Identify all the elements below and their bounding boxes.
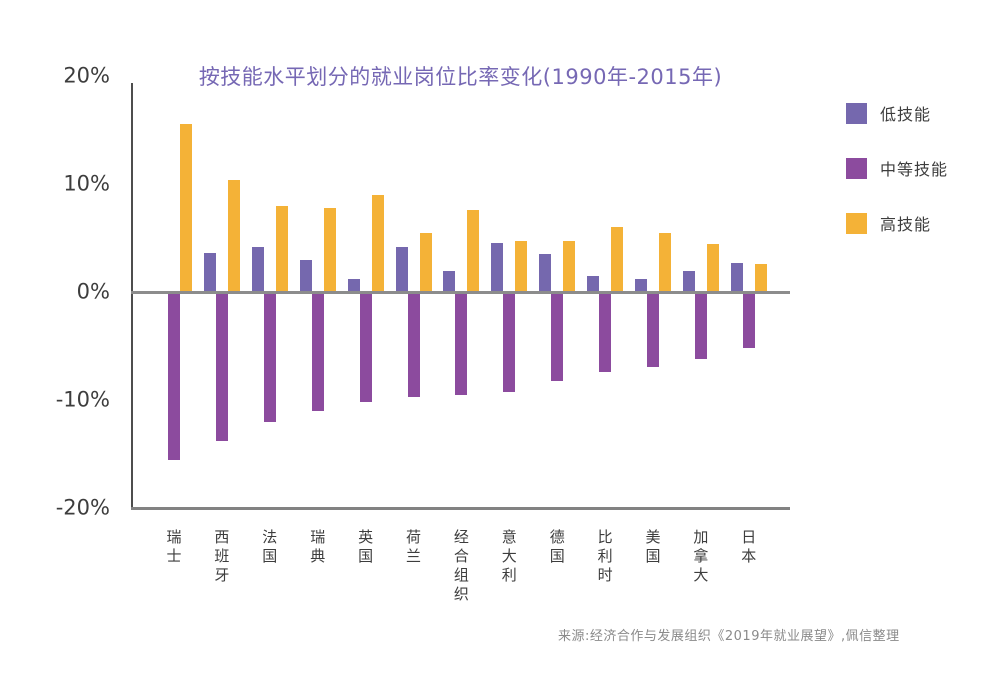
- bar-low-skill-belgium: [587, 275, 600, 292]
- legend-item-high-skill: 高技能: [846, 211, 948, 235]
- bar-high-skill-france: [275, 205, 288, 292]
- bar-medium-skill-sweden: [311, 292, 324, 411]
- bar-low-skill-oecd: [443, 271, 456, 292]
- x-axis-label-belgium: 比利时: [595, 529, 614, 586]
- legend-swatch-low-skill: [846, 102, 867, 124]
- x-axis-bottom-line: [131, 506, 790, 510]
- bar-low-skill-japan: [730, 262, 743, 292]
- bar-medium-skill-italy: [503, 292, 516, 393]
- bar-medium-skill-switzerland: [168, 292, 180, 461]
- legend-item-low-skill: 低技能: [846, 101, 948, 125]
- bar-medium-skill-netherlands: [407, 292, 420, 397]
- bar-high-skill-switzerland: [180, 123, 192, 292]
- x-axis-label-spain: 西班牙: [212, 529, 231, 586]
- bar-medium-skill-germany: [551, 292, 564, 381]
- bar-medium-skill-spain: [215, 292, 228, 442]
- bar-low-skill-us: [635, 279, 647, 292]
- source-note: 来源:经济合作与发展组织《2019年就业展望》,佩信整理: [558, 629, 900, 644]
- legend-swatch-high-skill: [846, 212, 867, 234]
- bar-low-skill-netherlands: [395, 246, 408, 292]
- bar-medium-skill-canada: [694, 292, 707, 359]
- bar-low-skill-sweden: [299, 259, 312, 292]
- legend: 低技能中等技能高技能: [846, 101, 948, 235]
- bar-high-skill-us: [659, 232, 671, 292]
- legend-label-high-skill: 高技能: [880, 215, 932, 234]
- y-axis-tick-0pct: 0%: [76, 279, 110, 304]
- x-axis-label-canada: 加拿大: [691, 529, 710, 586]
- x-axis-label-oecd: 经合组织: [451, 529, 470, 605]
- bar-low-skill-spain: [203, 253, 216, 292]
- legend-item-medium-skill: 中等技能: [846, 156, 948, 180]
- x-axis-label-switzerland: 瑞士: [164, 529, 183, 567]
- bar-medium-skill-belgium: [599, 292, 612, 372]
- bar-high-skill-netherlands: [419, 232, 432, 292]
- bar-high-skill-oecd: [467, 209, 480, 292]
- legend-label-medium-skill: 中等技能: [880, 160, 949, 179]
- y-axis-tick--10pct: -10%: [55, 387, 110, 412]
- bar-low-skill-france: [251, 246, 264, 292]
- y-axis-tick-20pct: 20%: [63, 63, 110, 88]
- bar-medium-skill-us: [647, 292, 659, 367]
- bar-medium-skill-france: [263, 292, 276, 422]
- bar-low-skill-uk: [347, 279, 360, 292]
- bar-medium-skill-uk: [359, 292, 372, 403]
- y-axis-tick-10pct: 10%: [63, 171, 110, 196]
- bar-high-skill-japan: [754, 263, 767, 292]
- zero-baseline: [131, 290, 790, 294]
- chart-title: 按技能水平划分的就业岗位比率变化(1990年-2015年): [198, 65, 723, 89]
- x-axis-label-germany: 德国: [547, 529, 566, 567]
- bar-high-skill-spain: [227, 179, 240, 292]
- x-axis-label-sweden: 瑞典: [308, 529, 327, 567]
- bar-low-skill-canada: [682, 271, 695, 292]
- bar-low-skill-italy: [491, 243, 504, 292]
- legend-swatch-medium-skill: [846, 157, 867, 179]
- bar-high-skill-germany: [563, 241, 576, 292]
- x-axis-label-italy: 意大利: [499, 529, 518, 586]
- bar-high-skill-uk: [371, 194, 384, 292]
- bar-high-skill-canada: [706, 244, 719, 292]
- bar-medium-skill-oecd: [455, 292, 468, 395]
- x-axis-label-france: 法国: [260, 529, 279, 567]
- x-axis-label-us: 美国: [643, 529, 662, 567]
- bar-low-skill-germany: [539, 254, 552, 292]
- x-axis-label-japan: 日本: [739, 529, 758, 567]
- x-axis-label-uk: 英国: [356, 529, 375, 567]
- x-axis-label-netherlands: 荷兰: [404, 529, 422, 567]
- bar-high-skill-italy: [515, 241, 528, 292]
- y-axis-tick--20pct: -20%: [55, 495, 110, 520]
- y-axis-line: [131, 83, 133, 508]
- bar-high-skill-sweden: [323, 207, 336, 292]
- legend-label-low-skill: 低技能: [880, 105, 932, 124]
- bar-medium-skill-japan: [742, 292, 755, 349]
- bar-high-skill-belgium: [611, 227, 624, 292]
